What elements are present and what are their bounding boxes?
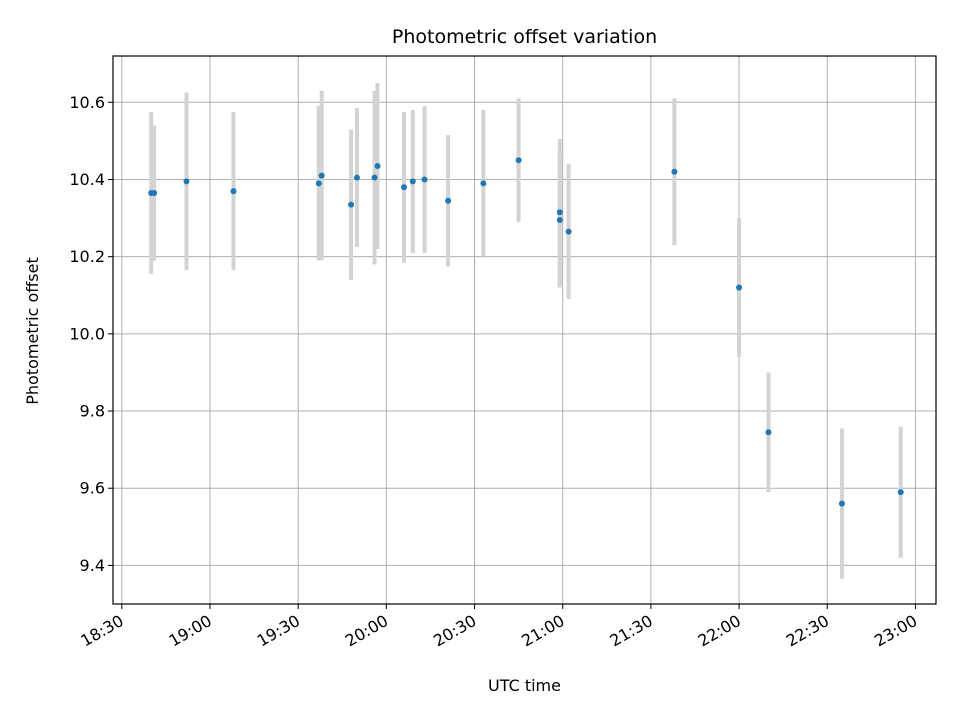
data-point (353, 174, 360, 181)
y-axis-ticks: 9.4 9.6 9.8 10.0 10.2 10.4 10.6 (69, 93, 113, 575)
y-tick-label: 10.4 (69, 170, 105, 189)
data-point (671, 168, 678, 175)
data-point (480, 180, 487, 187)
data-point (565, 228, 572, 235)
data-point (348, 201, 355, 208)
plot-frame (112, 55, 937, 605)
y-tick-label: 10.6 (69, 93, 105, 112)
y-tick-label: 10.2 (69, 247, 105, 266)
data-point (897, 489, 904, 496)
chart-title: Photometric offset variation (392, 26, 657, 48)
y-axis-label: Photometric offset (23, 257, 42, 405)
data-point (183, 178, 190, 185)
data-point (400, 184, 407, 191)
data-points (148, 157, 904, 507)
data-point (421, 176, 428, 183)
data-point (371, 174, 378, 181)
data-point (230, 188, 237, 195)
data-point (151, 190, 158, 196)
data-point (445, 197, 452, 204)
data-point (515, 157, 522, 164)
data-point (736, 284, 743, 291)
data-point (556, 217, 563, 224)
data-point (838, 500, 845, 507)
x-axis-label: UTC time (488, 676, 561, 695)
y-tick-label: 9.8 (80, 402, 105, 421)
data-point (409, 178, 416, 185)
data-point (315, 180, 322, 187)
y-tick-label: 9.4 (80, 556, 105, 575)
y-tick-label: 10.0 (69, 324, 105, 343)
grid (113, 56, 936, 604)
data-point (556, 209, 563, 216)
y-tick-label: 9.6 (80, 479, 105, 498)
data-point (318, 172, 325, 179)
data-point (765, 429, 772, 436)
data-point (374, 162, 381, 169)
